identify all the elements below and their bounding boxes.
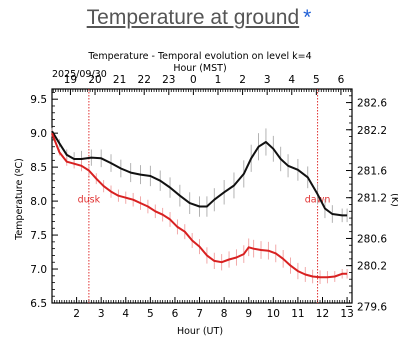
y2-tick-label: 281.2 <box>357 193 387 205</box>
x2-tick-label: 20 <box>88 74 101 86</box>
y2-tick-label: 282.2 <box>357 125 387 137</box>
x2-tick-label: 0 <box>190 74 197 86</box>
x-tick-label: 9 <box>245 308 252 320</box>
y-tick-label: 7.5 <box>30 230 47 242</box>
y-tick-label: 6.5 <box>30 298 47 310</box>
y2-tick-label: 282.6 <box>357 98 387 110</box>
x-tick-label: 13 <box>340 308 353 320</box>
x-tick-label: 3 <box>98 308 105 320</box>
y-tick-label: 9.5 <box>30 94 47 106</box>
x2-tick-label: 23 <box>162 74 175 86</box>
date-label: 2025/09/30 <box>52 69 107 80</box>
y2-tick-label: 280.2 <box>357 261 387 273</box>
y-tick-label: 8.0 <box>30 196 47 208</box>
x-tick-label: 5 <box>147 308 154 320</box>
x-axis-label: Hour (UT) <box>177 326 223 337</box>
x2-tick-label: 5 <box>313 74 320 86</box>
x2-tick-label: 6 <box>338 74 345 86</box>
x-tick-label: 12 <box>316 308 329 320</box>
series-line-1 <box>51 130 348 217</box>
y-axis-label: Temperature (ºC) <box>14 158 25 241</box>
x2-tick-label: 3 <box>264 74 271 86</box>
y-tick-label: 8.5 <box>30 162 47 174</box>
x2-tick-label: 19 <box>64 74 77 86</box>
x2-tick-label: 2 <box>239 74 246 86</box>
top-axis-label: Hour (MST) <box>173 63 226 74</box>
y2-tick-label: 280.6 <box>357 233 387 245</box>
x2-tick-label: 21 <box>113 74 126 86</box>
y-tick-label: 9.0 <box>30 128 47 140</box>
chart-title: Temperature - Temporal evolution on leve… <box>87 51 311 62</box>
y2-tick-label: 279.6 <box>357 301 387 313</box>
series-line-2 <box>51 132 348 279</box>
x-tick-label: 8 <box>221 308 228 320</box>
y-tick-label: 7.0 <box>30 264 47 276</box>
right-axis-label: (K) <box>389 193 398 207</box>
page-title-link[interactable]: Temperature at ground <box>86 6 300 29</box>
x-tick-label: 10 <box>267 308 280 320</box>
x2-tick-label: 22 <box>138 74 151 86</box>
x2-tick-label: 4 <box>288 74 295 86</box>
x-tick-label: 6 <box>172 308 179 320</box>
y2-tick-label: 281.6 <box>357 166 387 178</box>
x-tick-label: 4 <box>122 308 129 320</box>
x-tick-label: 7 <box>196 308 203 320</box>
info-star-link[interactable]: * <box>303 6 312 29</box>
x-tick-label: 2 <box>73 308 80 320</box>
x2-tick-label: 1 <box>215 74 222 86</box>
page-header: Temperature at ground * <box>0 6 398 30</box>
event-label-dusk: dusk <box>78 194 101 205</box>
x-tick-label: 11 <box>291 308 304 320</box>
